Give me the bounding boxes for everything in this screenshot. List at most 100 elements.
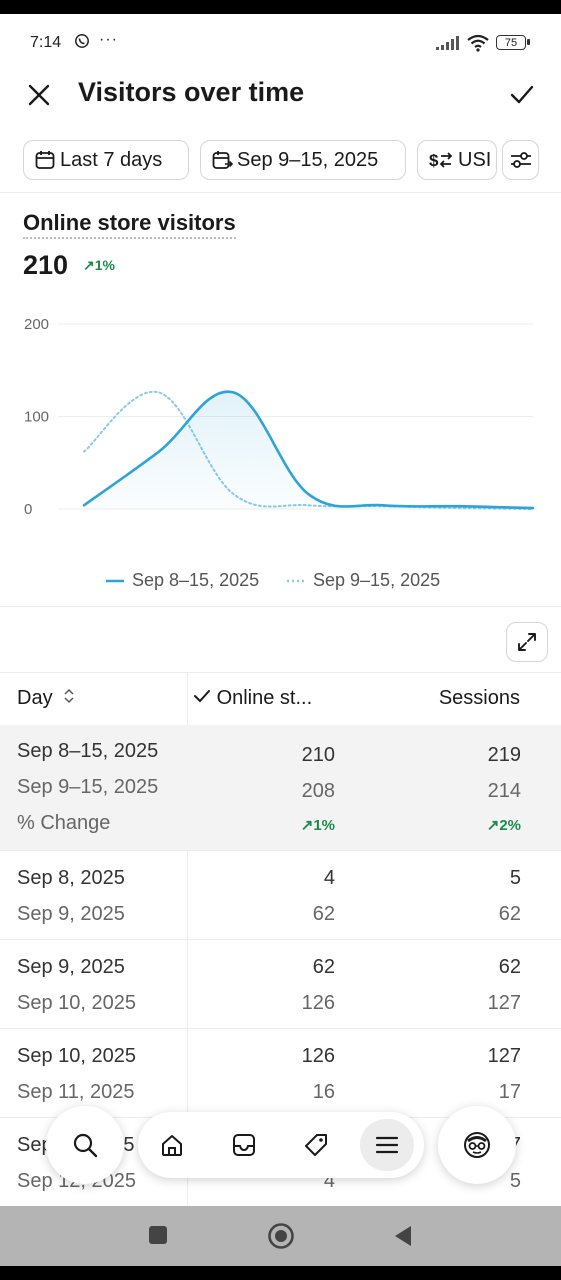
row-visitors: 126 (301, 1045, 335, 1067)
signal-icon (436, 36, 460, 55)
table-row[interactable]: Sep 10, 2025 Sep 11, 2025 126 16 127 17 (0, 1029, 561, 1118)
x-tick-label: Sep 10 (210, 533, 258, 536)
table-row[interactable]: Sep 8, 2025 Sep 9, 2025 4 62 5 62 (0, 851, 561, 940)
header-sessions[interactable]: Sessions (438, 687, 520, 709)
metric-value: 210 (23, 250, 69, 280)
summary-label: Sep 8–15, 2025 (17, 740, 159, 762)
visitors-line-chart: 0 100 200 Sep 8 Sep 10 Sep 12 (24, 316, 535, 550)
checkmark-icon (194, 690, 210, 703)
legend-dotted-swatch (287, 579, 305, 582)
row-sessions: 5 (509, 867, 521, 889)
nav-orders[interactable] (230, 1131, 258, 1164)
summary-visitors-change-value: 1% (313, 817, 335, 834)
summary-sessions-change: ↗2% (487, 816, 521, 834)
row-compare-sessions: 5 (509, 1170, 521, 1192)
home-circle-icon[interactable] (267, 1222, 295, 1250)
trend-up-icon: ↗ (83, 257, 95, 273)
row-compare-visitors: 4 (323, 1170, 335, 1192)
metric-title[interactable]: Online store visitors (23, 210, 236, 239)
avatar-icon (464, 1132, 490, 1158)
legend-solid-swatch (106, 579, 124, 582)
app-screen: 7:14 ··· 75 Visitors over time Last 7 da… (0, 14, 561, 1266)
visitors-chart: 0 100 200 Sep 8 Sep 10 Sep 12 (0, 296, 561, 550)
sort-icon (64, 688, 74, 704)
bottom-navigation (0, 1106, 561, 1186)
table-summary-row[interactable]: Sep 8–15, 2025 Sep 9–15, 2025 % Change 2… (0, 725, 561, 851)
x-tick-label: Sep 8 (64, 533, 103, 536)
row-compare-visitors: 126 (301, 992, 335, 1014)
row-visitors: 4 (323, 867, 335, 889)
summary-visitors: 208 (301, 780, 335, 802)
whatsapp-icon (74, 33, 90, 53)
settings-sliders-icon (511, 152, 531, 168)
summary-label: % Change (17, 812, 111, 834)
table-header: Day Online st... Sessions (0, 672, 561, 726)
header-day-label: Day (17, 687, 53, 709)
nav-menu[interactable] (360, 1119, 414, 1171)
legend-item-primary[interactable]: Sep 8–15, 2025 (106, 570, 259, 591)
compare-calendar-icon (212, 151, 233, 169)
row-day: Sep 9, 2025 (17, 956, 125, 978)
battery-icon: 75 (496, 35, 530, 50)
home-icon (162, 1135, 182, 1156)
filter-bar: Last 7 days Sep 9–15, 2025 $ USI (0, 140, 561, 184)
status-time: 7:14 (30, 34, 62, 51)
header-visitors-label: Online st... (216, 687, 313, 709)
trend-up-icon: ↗ (300, 817, 314, 834)
check-icon[interactable] (508, 82, 536, 108)
header-visitors[interactable]: Online st... (193, 687, 312, 710)
table-row[interactable]: Sep 9, 2025 Sep 10, 2025 62 126 62 127 (0, 940, 561, 1029)
legend-item-compare[interactable]: Sep 9–15, 2025 (287, 570, 440, 591)
row-sessions: 62 (498, 956, 521, 978)
summary-label: Sep 9–15, 2025 (17, 776, 159, 798)
row-day: Sep 8, 2025 (17, 867, 125, 889)
row-compare-sessions: 127 (487, 992, 521, 1014)
currency-icon: $ (429, 151, 453, 170)
nav-products[interactable] (302, 1131, 330, 1164)
row-compare-visitors: 16 (312, 1081, 335, 1103)
back-icon[interactable] (393, 1224, 413, 1248)
header-day[interactable]: Day (17, 687, 76, 710)
search-button[interactable] (46, 1106, 124, 1184)
row-visitors: 62 (312, 956, 335, 978)
currency-label: USI (458, 148, 492, 171)
date-range-button[interactable]: Last 7 days (23, 140, 189, 180)
wifi-icon (466, 34, 490, 57)
summary-visitors-change: ↗1% (301, 816, 335, 834)
metric-change: ↗1% (83, 257, 115, 274)
compare-range-label: Sep 9–15, 2025 (237, 148, 379, 171)
status-bar: 7:14 ··· 75 (0, 14, 561, 70)
compare-range-button[interactable]: Sep 9–15, 2025 (200, 140, 406, 180)
legend-label-primary: Sep 8–15, 2025 (132, 570, 260, 590)
store-avatar-button[interactable] (438, 1106, 516, 1184)
summary-visitors: 210 (301, 744, 335, 766)
row-compare-sessions: 17 (498, 1081, 521, 1103)
column-divider (187, 672, 188, 1212)
system-navigation-bar (0, 1206, 561, 1266)
summary-sessions: 219 (487, 744, 521, 766)
legend-label-compare: Sep 9–15, 2025 (313, 570, 441, 590)
expand-button[interactable] (506, 622, 548, 662)
chart-settings-button[interactable] (502, 140, 539, 180)
recents-icon[interactable] (148, 1225, 168, 1245)
row-compare-sessions: 62 (498, 903, 521, 925)
expand-icon (518, 633, 536, 651)
close-icon[interactable] (26, 82, 52, 108)
row-day: Sep 10, 2025 (17, 1045, 136, 1067)
tag-icon (305, 1134, 327, 1156)
divider (0, 192, 561, 193)
summary-sessions-change-value: 2% (499, 817, 521, 834)
metric-change-value: 1% (94, 257, 115, 273)
svg-text:$: $ (429, 151, 439, 170)
x-tick-label: Sep 12 (360, 533, 408, 536)
page-title: Visitors over time (78, 77, 305, 107)
inbox-icon (233, 1134, 255, 1156)
page-header: Visitors over time (0, 72, 561, 122)
main-nav-pill (138, 1112, 424, 1178)
currency-button[interactable]: $ USI (417, 140, 497, 180)
divider (0, 606, 561, 607)
nav-home[interactable] (158, 1131, 186, 1164)
row-compare-visitors: 62 (312, 903, 335, 925)
y-tick-label: 200 (24, 316, 49, 333)
chart-legend: Sep 8–15, 2025 Sep 9–15, 2025 (0, 570, 561, 596)
